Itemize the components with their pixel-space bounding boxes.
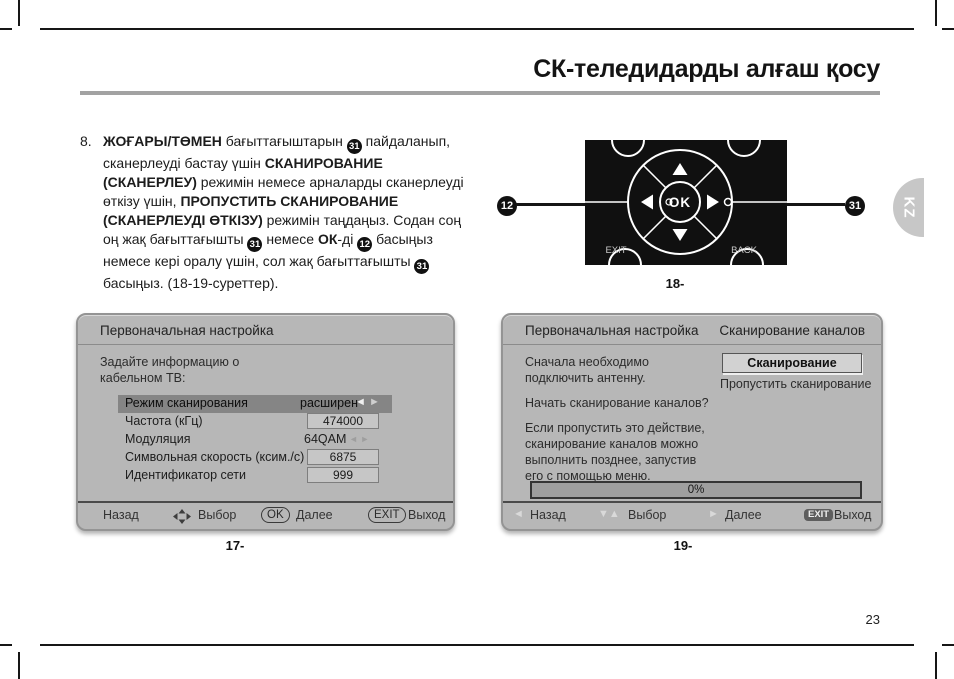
settings-rows: Режим сканирования расширен ◄ ► Частота … [118, 395, 392, 485]
row-modulation: Модуляция 64QAM ◄ ► [118, 431, 392, 449]
row-scan-mode: Режим сканирования расширен ◄ ► [118, 395, 392, 413]
callout-line-right [787, 203, 845, 206]
crop-mark [935, 0, 937, 26]
footer-quit-label: Выход [834, 508, 872, 522]
left-right-arrows-icon: ◄ ► [355, 396, 380, 408]
exit-button [608, 248, 642, 267]
instruction-step-8: 8. ЖОҒАРЫ/ТӨМЕН бағыттағыштарын 31 пайда… [80, 132, 475, 293]
exit-label: EXIT [605, 245, 626, 256]
back-label: BACK [731, 245, 758, 256]
down-arrow-icon [672, 229, 688, 241]
screen17-intro: Задайте информацию о кабельном ТВ: [100, 355, 240, 385]
top-rule [40, 28, 914, 30]
bottom-rule [40, 644, 914, 646]
callout-badge-12: 12 [497, 196, 517, 216]
screen19-subtitle: Сканирование каналов [719, 323, 865, 338]
dpad-divider [693, 164, 718, 189]
crop-mark [18, 652, 20, 679]
figure-17-caption: 17- [225, 538, 245, 553]
value-box: 999 [307, 467, 379, 483]
callout-dot-ok [665, 198, 673, 206]
row-label: Модуляция [125, 432, 191, 446]
footer-back-label: Назад [530, 508, 566, 522]
language-tab-label: KZ [900, 196, 917, 219]
skip-scan-option: Пропустить сканирование [720, 377, 872, 391]
left-right-arrows-icon: ◄ ► [349, 434, 370, 444]
screen19-footer: ◄ Назад ▼▲ Выбор ► Далее EXIT Выход [503, 501, 881, 529]
row-label: Идентификатор сети [125, 468, 246, 482]
crop-mark [942, 644, 954, 646]
footer-quit-label: Выход [408, 508, 446, 522]
screen19-body: Сначала необходимо подключить антенну. Нач… [525, 355, 709, 483]
step-text: ЖОҒАРЫ/ТӨМЕН бағыттағыштарын 31 пайдалан… [103, 133, 464, 291]
footer-next-label: Далее [725, 508, 762, 522]
footer-select-label: Выбор [628, 508, 667, 522]
four-way-arrows-icon [173, 509, 191, 524]
crop-mark [935, 652, 937, 679]
figure-18-caption: 18- [665, 276, 685, 291]
dpad-divider [642, 164, 667, 189]
crop-mark [942, 28, 954, 30]
step-number: 8. [80, 133, 92, 149]
figure-19-caption: 19- [673, 538, 693, 553]
title-separator [503, 344, 881, 345]
page-title: СК-теледидарды алғаш қосу [533, 55, 880, 83]
title-underline [80, 91, 880, 95]
value-box: 6875 [307, 449, 379, 465]
ok-key-label: OK [261, 507, 290, 523]
row-label: Частота (кГц) [125, 414, 203, 428]
progress-bar: 0% [530, 481, 862, 499]
up-down-triangles-icon: ▼▲ [598, 508, 620, 520]
screen19-title: Первоначальная настройка [525, 323, 699, 338]
ok-button [659, 181, 701, 223]
settings-screen-19: Первоначальная настройка Сканирование ка… [501, 313, 883, 531]
callout-dot-right [723, 197, 733, 207]
settings-screen-17: Первоначальная настройка Задайте информа… [76, 313, 455, 531]
back-button [730, 248, 764, 267]
remote-button-top-left [611, 137, 645, 157]
exit-key-label: EXIT [368, 507, 406, 523]
remote-button-top-right [727, 137, 761, 157]
remote-dpad-figure: EXIT BACK OK [585, 137, 787, 267]
row-network-id: Идентификатор сети 999 [118, 467, 392, 485]
scan-button: Сканирование [722, 353, 862, 373]
footer-back-label: Назад [103, 508, 139, 522]
crop-mark [0, 644, 12, 646]
footer-select-label: Выбор [198, 508, 237, 522]
dpad-divider [642, 215, 667, 240]
crop-mark [18, 0, 20, 26]
callout-line-left [516, 203, 585, 206]
ok-label: OK [669, 195, 691, 210]
page-number: 23 [865, 612, 880, 627]
right-arrow-icon [707, 194, 719, 210]
footer-next-label: Далее [296, 508, 333, 522]
left-arrow-icon [641, 194, 653, 210]
screen17-title: Первоначальная настройка [100, 323, 274, 338]
language-tab: KZ [893, 178, 924, 237]
row-label: Символьная скорость (ксим./с) [125, 450, 305, 464]
up-arrow-icon [672, 163, 688, 175]
row-value: 64QAM [304, 432, 347, 446]
row-label: Режим сканирования [125, 396, 248, 410]
exit-key-label: EXIT [804, 509, 834, 521]
title-separator [78, 344, 453, 345]
value-box: 474000 [307, 413, 379, 429]
left-triangle-icon: ◄ [513, 508, 524, 520]
dpad-divider [693, 215, 718, 240]
callout-badge-31: 31 [845, 196, 865, 216]
row-frequency: Частота (кГц) 474000 [118, 413, 392, 431]
row-symbol-rate: Символьная скорость (ксим./с) 6875 [118, 449, 392, 467]
row-value: расширен [300, 396, 358, 410]
crop-mark [0, 28, 12, 30]
right-triangle-icon: ► [708, 508, 719, 520]
screen17-footer: Назад Выбор OK Далее EXIT Выход [78, 501, 453, 529]
